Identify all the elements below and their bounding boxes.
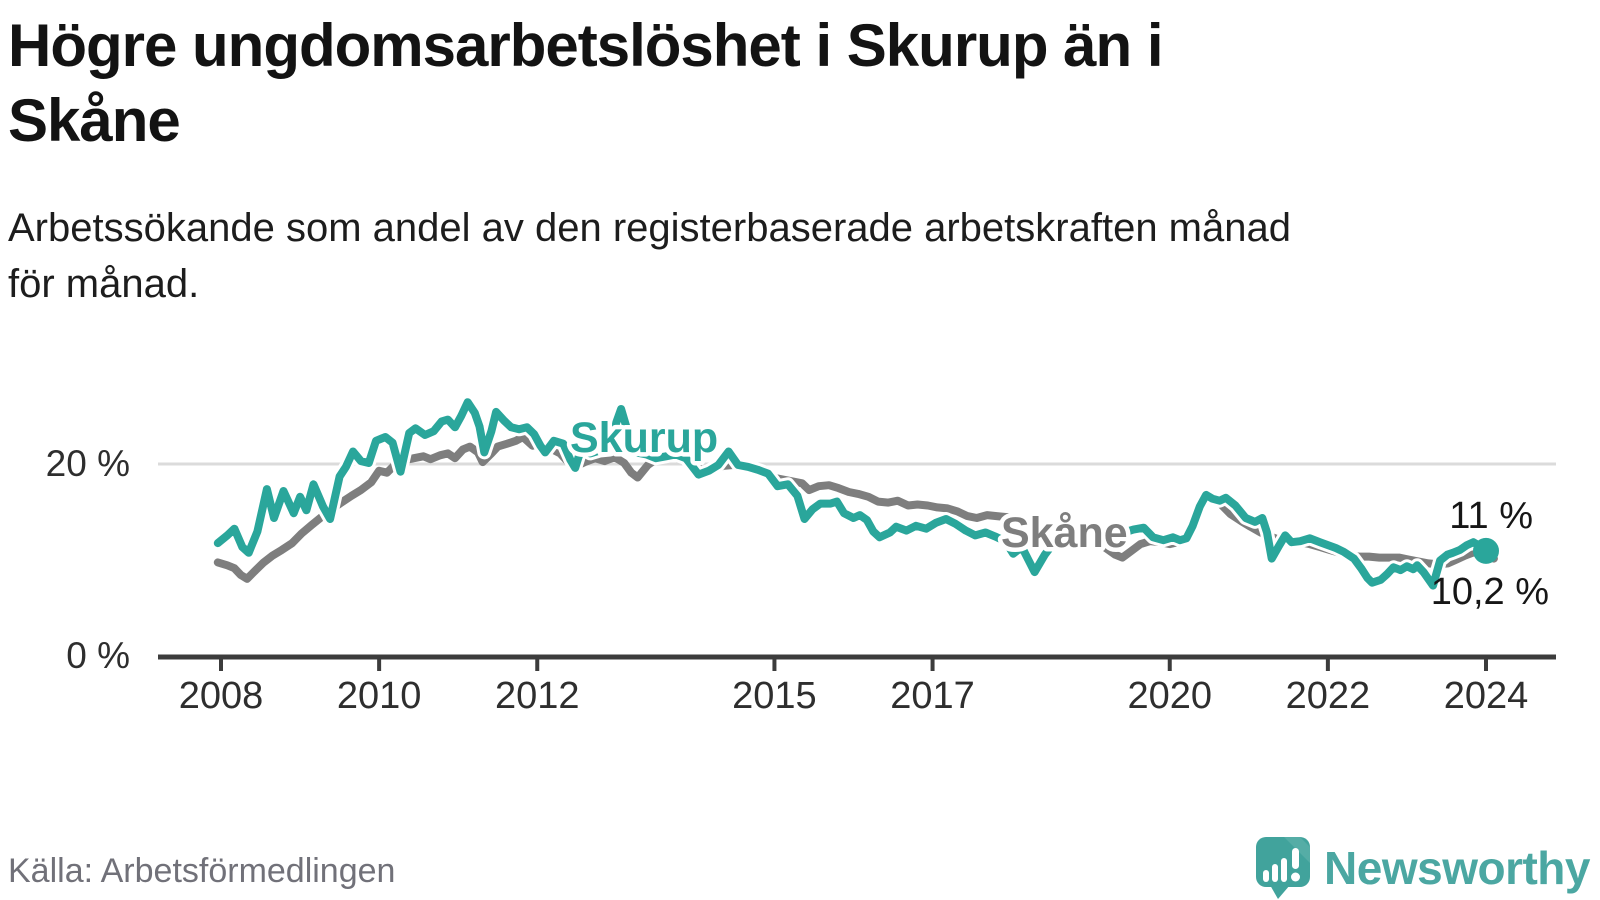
exclamation-stem: [1292, 848, 1300, 869]
exclamation-dot: [1291, 872, 1301, 882]
y-axis-label-0: 0 %: [66, 635, 130, 676]
source-attribution: Källa: Arbetsförmedlingen: [8, 852, 396, 890]
x-tick-label: 2015: [732, 675, 817, 717]
x-axis-ticks: 2008 2010 2012 2015 2017 2020 2022 2024: [179, 655, 1529, 717]
skane-end-value-label: 10,2 %: [1431, 571, 1549, 613]
chart-subtitle-line2: för månad.: [8, 262, 200, 306]
chart-title-line1: Högre ungdomsarbetslöshet i Skurup än i: [8, 12, 1163, 79]
chart-title: Högre ungdomsarbetslöshet i Skurup än i …: [8, 8, 1163, 158]
x-tick-label: 2020: [1127, 675, 1212, 717]
chart-title-line2: Skåne: [8, 87, 181, 154]
newsworthy-wordmark: Newsworthy: [1324, 842, 1590, 894]
x-tick-label: 2024: [1444, 675, 1529, 717]
skurup-end-dot: [1473, 537, 1499, 564]
newsworthy-branding: Newsworthy: [1256, 836, 1590, 900]
y-axis-label-20: 20 %: [46, 443, 130, 484]
chart-subtitle: Arbetssökande som andel av den registerb…: [8, 200, 1291, 312]
x-tick-label: 2012: [495, 675, 580, 717]
skurup-line: [213, 398, 1490, 590]
x-tick-label: 2022: [1286, 675, 1371, 717]
chart-subtitle-line1: Arbetssökande som andel av den registerb…: [8, 206, 1291, 250]
bar-chart-bar-medium: [1272, 864, 1279, 882]
bar-chart-bar-tall: [1281, 858, 1288, 882]
speech-bubble-tail: [1270, 885, 1291, 899]
x-tick-label: 2010: [337, 675, 422, 717]
skurup-series-label: Skurup: [570, 414, 718, 462]
x-tick-label: 2017: [890, 675, 975, 717]
x-tick-label: 2008: [179, 675, 264, 717]
newsworthy-logo-icon: [1256, 837, 1311, 899]
bar-chart-bar-small: [1263, 870, 1270, 882]
skurup-end-value-label: 11 %: [1449, 495, 1533, 537]
skane-series-label: Skåne: [1001, 509, 1128, 557]
